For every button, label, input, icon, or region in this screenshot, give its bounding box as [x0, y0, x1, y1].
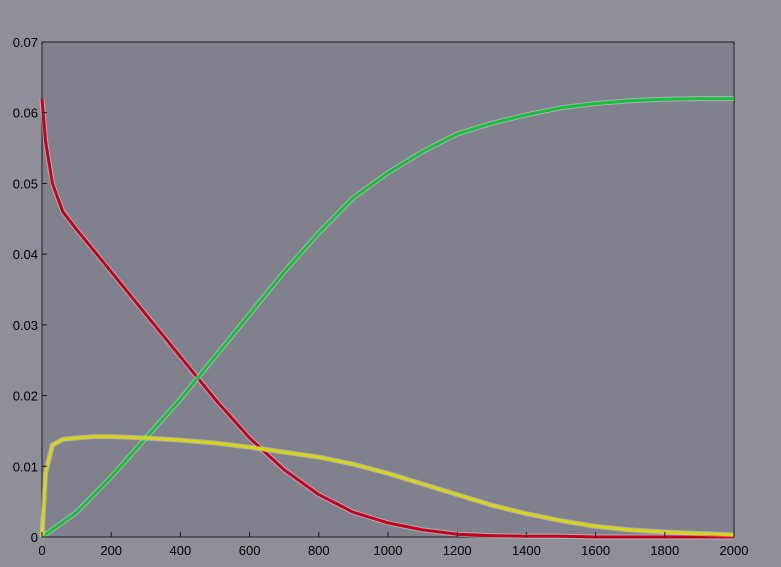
x-tick-label: 1000	[374, 543, 403, 558]
x-tick-label: 200	[100, 543, 122, 558]
series-layer	[39, 96, 735, 540]
x-tick-label: 2000	[720, 543, 749, 558]
y-tick-label: 0.02	[13, 389, 38, 404]
x-tick-label: 800	[308, 543, 330, 558]
x-tick-label: 400	[170, 543, 192, 558]
y-tick-label: 0.04	[13, 247, 38, 262]
x-tick-label: 1800	[650, 543, 679, 558]
plot-area	[41, 41, 735, 538]
y-tick-label: 0.01	[13, 459, 38, 474]
x-tick-label: 1200	[443, 543, 472, 558]
y-tick-label: 0.05	[13, 176, 38, 191]
y-tick-label: 0	[31, 530, 38, 545]
series-3-line	[40, 435, 735, 538]
x-tick-label: 1600	[581, 543, 610, 558]
y-tick-label: 0.06	[13, 106, 38, 121]
series-2-line	[41, 97, 734, 539]
y-tick-label: 0.07	[13, 35, 38, 50]
axis-layer: 0 200 400 600 800 1000 1200 1400 1600 1800 2000 0 0.…	[13, 35, 749, 558]
x-tick-label: 1400	[512, 543, 541, 558]
x-tick-label: 0	[38, 543, 45, 558]
x-tick-label: 600	[239, 543, 261, 558]
series-1-line	[40, 98, 734, 539]
y-tick-label: 0.03	[13, 318, 38, 333]
